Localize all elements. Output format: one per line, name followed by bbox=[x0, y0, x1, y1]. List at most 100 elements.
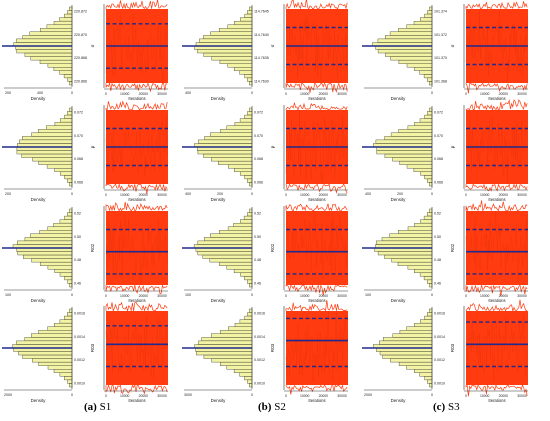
histogram-bar bbox=[32, 358, 73, 363]
histogram-bar bbox=[244, 114, 253, 119]
histogram-bar bbox=[64, 175, 73, 180]
histogram-bar bbox=[397, 262, 433, 266]
histogram-bar bbox=[40, 28, 73, 32]
histogram-bar bbox=[47, 63, 73, 68]
histogram-bar bbox=[63, 315, 73, 320]
histogram-bar bbox=[67, 10, 73, 15]
histogram-bar bbox=[201, 337, 253, 342]
histogram-y-tick-label: 0.46 bbox=[74, 282, 81, 286]
trace-noise-bottom bbox=[105, 81, 168, 93]
trace-noise-bottom bbox=[465, 82, 528, 94]
histogram-y-tick-label: 0.0012 bbox=[434, 358, 445, 362]
histogram-bar bbox=[406, 63, 433, 68]
histogram-y-tick-label: 0.070 bbox=[254, 134, 263, 138]
histogram-y-tick-label: 114.7635 bbox=[254, 56, 269, 60]
histogram-bar bbox=[375, 139, 433, 144]
histogram-y-tick-label: 0.0010 bbox=[254, 382, 265, 386]
histogram-x-label: Density bbox=[211, 197, 226, 202]
histogram-bar bbox=[420, 171, 433, 176]
histogram-bar bbox=[244, 175, 253, 180]
histogram-x-tick-label: 0 bbox=[431, 192, 433, 196]
histogram-bar bbox=[247, 77, 253, 82]
histogram-bar bbox=[17, 240, 73, 245]
histogram-bar bbox=[419, 372, 433, 377]
histogram-bar bbox=[413, 168, 433, 173]
trace-x-tick-label: 20000 bbox=[499, 294, 509, 298]
histogram-bar bbox=[429, 283, 433, 288]
histogram-bar bbox=[244, 13, 253, 18]
trace-noise-bottom bbox=[465, 384, 528, 397]
histogram-bar bbox=[203, 52, 253, 57]
histogram-bar bbox=[423, 276, 433, 281]
histogram-x-tick-label: 0 bbox=[251, 293, 253, 297]
trace-x-tick-label: 30000 bbox=[517, 394, 527, 398]
panel-S2-row3: 0.52 0.50 0.48 0.46 100 0 Density R02 0 10000 2000… bbox=[182, 203, 348, 303]
trace-y-label: R03 bbox=[90, 343, 95, 352]
histogram-bar bbox=[16, 38, 73, 43]
trace-x-tick-label: 0 bbox=[105, 294, 107, 298]
trace-noise-top bbox=[285, 203, 348, 212]
histogram-bar bbox=[429, 6, 433, 11]
histogram-bar bbox=[429, 383, 433, 388]
histogram-bar bbox=[46, 24, 73, 29]
histogram-bar bbox=[69, 182, 73, 187]
histogram-bar bbox=[414, 269, 433, 273]
histogram-bar bbox=[197, 240, 253, 245]
trace-x-tick-label: 10000 bbox=[120, 92, 130, 96]
caption-s1-label: S1 bbox=[99, 401, 112, 413]
trace-x-tick-label: 10000 bbox=[300, 92, 310, 96]
histogram-y-tick-label: 101.374 bbox=[434, 10, 447, 14]
histogram-bar bbox=[16, 150, 73, 155]
histogram-bar bbox=[429, 208, 433, 213]
histogram-bar bbox=[38, 129, 73, 134]
histogram-bar bbox=[420, 319, 433, 324]
trace-x-label: Iterations bbox=[128, 398, 145, 403]
panel-S2-row2: 0.072 0.070 0.068 0.066 400 200 0 Density p 0 1000… bbox=[182, 102, 348, 202]
histogram-x-tick-label: 2000 bbox=[364, 393, 372, 397]
histogram-bar bbox=[389, 31, 433, 36]
histogram-x-tick-label: 400 bbox=[185, 192, 191, 196]
histogram-bar bbox=[429, 107, 433, 112]
trace-x-tick-label: 30000 bbox=[157, 294, 167, 298]
histogram-bar bbox=[198, 340, 253, 345]
trace-line bbox=[105, 315, 168, 380]
histogram-y-tick-label: 101.368 bbox=[434, 80, 447, 84]
histogram-bar bbox=[39, 230, 73, 235]
caption-s3-letter: (c) bbox=[433, 401, 446, 413]
histogram-y-tick-label: 0.48 bbox=[74, 258, 81, 262]
histogram-bar bbox=[54, 269, 73, 273]
trace-x-tick-label: 30000 bbox=[157, 92, 167, 96]
histogram-bar bbox=[423, 215, 433, 220]
trace-x-tick-label: 0 bbox=[105, 193, 107, 197]
histogram-x-tick-label: 400 bbox=[37, 91, 43, 95]
trace-noise-top bbox=[285, 300, 348, 313]
histogram-bar bbox=[390, 132, 433, 137]
trace-x-tick-label: 20000 bbox=[139, 193, 149, 197]
histogram-bar bbox=[47, 226, 73, 231]
histogram-bar bbox=[54, 121, 73, 126]
histogram-bar bbox=[47, 365, 73, 370]
histogram-bar bbox=[423, 74, 433, 79]
trace-x-label: Iterations bbox=[308, 398, 325, 403]
histogram-y-tick-label: 0.48 bbox=[434, 258, 441, 262]
histogram-bar bbox=[246, 178, 253, 183]
trace-y-label: σ bbox=[90, 44, 95, 47]
histogram-y-tick-label: 0.066 bbox=[434, 181, 443, 185]
trace-x-label: Iterations bbox=[128, 197, 145, 202]
histogram-bar bbox=[424, 13, 433, 18]
histogram-bar bbox=[240, 219, 253, 224]
histogram-bar bbox=[32, 157, 73, 162]
histogram-bar bbox=[389, 233, 433, 238]
trace-x-tick-label: 30000 bbox=[517, 193, 527, 197]
histogram-y-tick-label: 0.50 bbox=[74, 235, 81, 239]
histogram-bar bbox=[419, 272, 433, 277]
trace-x-tick-label: 20000 bbox=[139, 394, 149, 398]
histogram-y-tick-label: 101.370 bbox=[434, 56, 447, 60]
histogram-bar bbox=[226, 125, 253, 130]
trace-x-tick-label: 20000 bbox=[499, 193, 509, 197]
trace-x-label: Iterations bbox=[128, 298, 145, 303]
histogram-bar bbox=[197, 49, 253, 54]
trace-line bbox=[285, 16, 348, 84]
histogram-bar bbox=[398, 28, 433, 32]
